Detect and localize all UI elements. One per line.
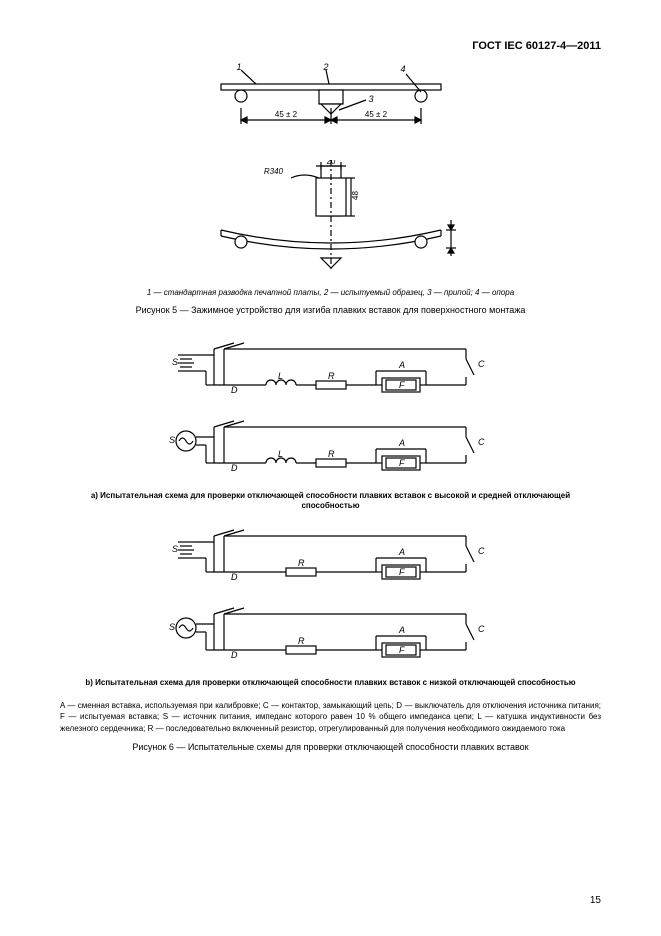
figure5-parts-legend: 1 — стандартная разводка печатной платы,… xyxy=(60,288,601,297)
circuit-a2: S D L R A F C xyxy=(60,413,601,483)
svg-text:R: R xyxy=(328,371,335,381)
svg-text:C: C xyxy=(478,546,485,556)
svg-text:F: F xyxy=(399,645,405,655)
svg-text:D: D xyxy=(231,572,238,582)
svg-text:R: R xyxy=(298,558,305,568)
fig5-dim-45b: 45 ± 2 xyxy=(364,110,387,119)
fig5-d20: 20 xyxy=(326,160,335,166)
svg-text:D: D xyxy=(231,650,238,660)
svg-text:D: D xyxy=(231,463,238,473)
circuit-b2: S D R A F C xyxy=(60,600,601,670)
svg-text:F: F xyxy=(399,380,405,390)
svg-text:L: L xyxy=(278,449,283,459)
svg-text:S: S xyxy=(169,435,175,445)
svg-text:A: A xyxy=(398,547,405,557)
svg-text:D: D xyxy=(231,385,238,395)
circuit-b1: S D R A F C xyxy=(60,522,601,592)
circuit-caption-b: b) Испытательная схема для проверки откл… xyxy=(80,678,581,688)
svg-text:F: F xyxy=(399,567,405,577)
svg-text:R: R xyxy=(298,636,305,646)
svg-text:A: A xyxy=(398,625,405,635)
svg-text:A: A xyxy=(398,360,405,370)
svg-text:L: L xyxy=(278,371,283,381)
fig5-label-1: 1 xyxy=(236,62,241,72)
fig5-label-3: 3 xyxy=(368,94,373,104)
svg-text:S: S xyxy=(169,622,175,632)
page-number: 15 xyxy=(590,895,601,906)
figure6-caption: Рисунок 6 — Испытательные схемы для пров… xyxy=(60,742,601,752)
svg-text:S: S xyxy=(172,544,178,554)
circuit-caption-a: а) Испытательная схема для проверки откл… xyxy=(80,491,581,512)
figure5-bottom: R340 20 48 xyxy=(60,160,601,280)
svg-text:R: R xyxy=(328,449,335,459)
page: ГОСТ IEC 60127-4—2011 xyxy=(0,0,661,936)
fig5-label-4: 4 xyxy=(400,64,405,74)
fig5-r340: R340 xyxy=(263,167,283,176)
svg-text:S: S xyxy=(172,357,178,367)
svg-text:C: C xyxy=(478,437,485,447)
fig5-dim-45a: 45 ± 2 xyxy=(274,110,297,119)
fig5-d48: 48 xyxy=(351,191,360,200)
svg-text:A: A xyxy=(398,438,405,448)
fig5-label-2: 2 xyxy=(322,62,328,72)
standard-title: ГОСТ IEC 60127-4—2011 xyxy=(60,40,601,52)
svg-text:F: F xyxy=(399,458,405,468)
svg-text:C: C xyxy=(478,359,485,369)
figure5-top: 1 2 3 4 45 ± 2 45 ± 2 xyxy=(60,62,601,152)
figure5-caption: Рисунок 5 — Зажимное устройство для изги… xyxy=(60,305,601,315)
figure6-legend: A — сменная вставка, используемая при ка… xyxy=(60,700,601,734)
svg-text:C: C xyxy=(478,624,485,634)
circuit-a1: S D L R A F C xyxy=(60,335,601,405)
